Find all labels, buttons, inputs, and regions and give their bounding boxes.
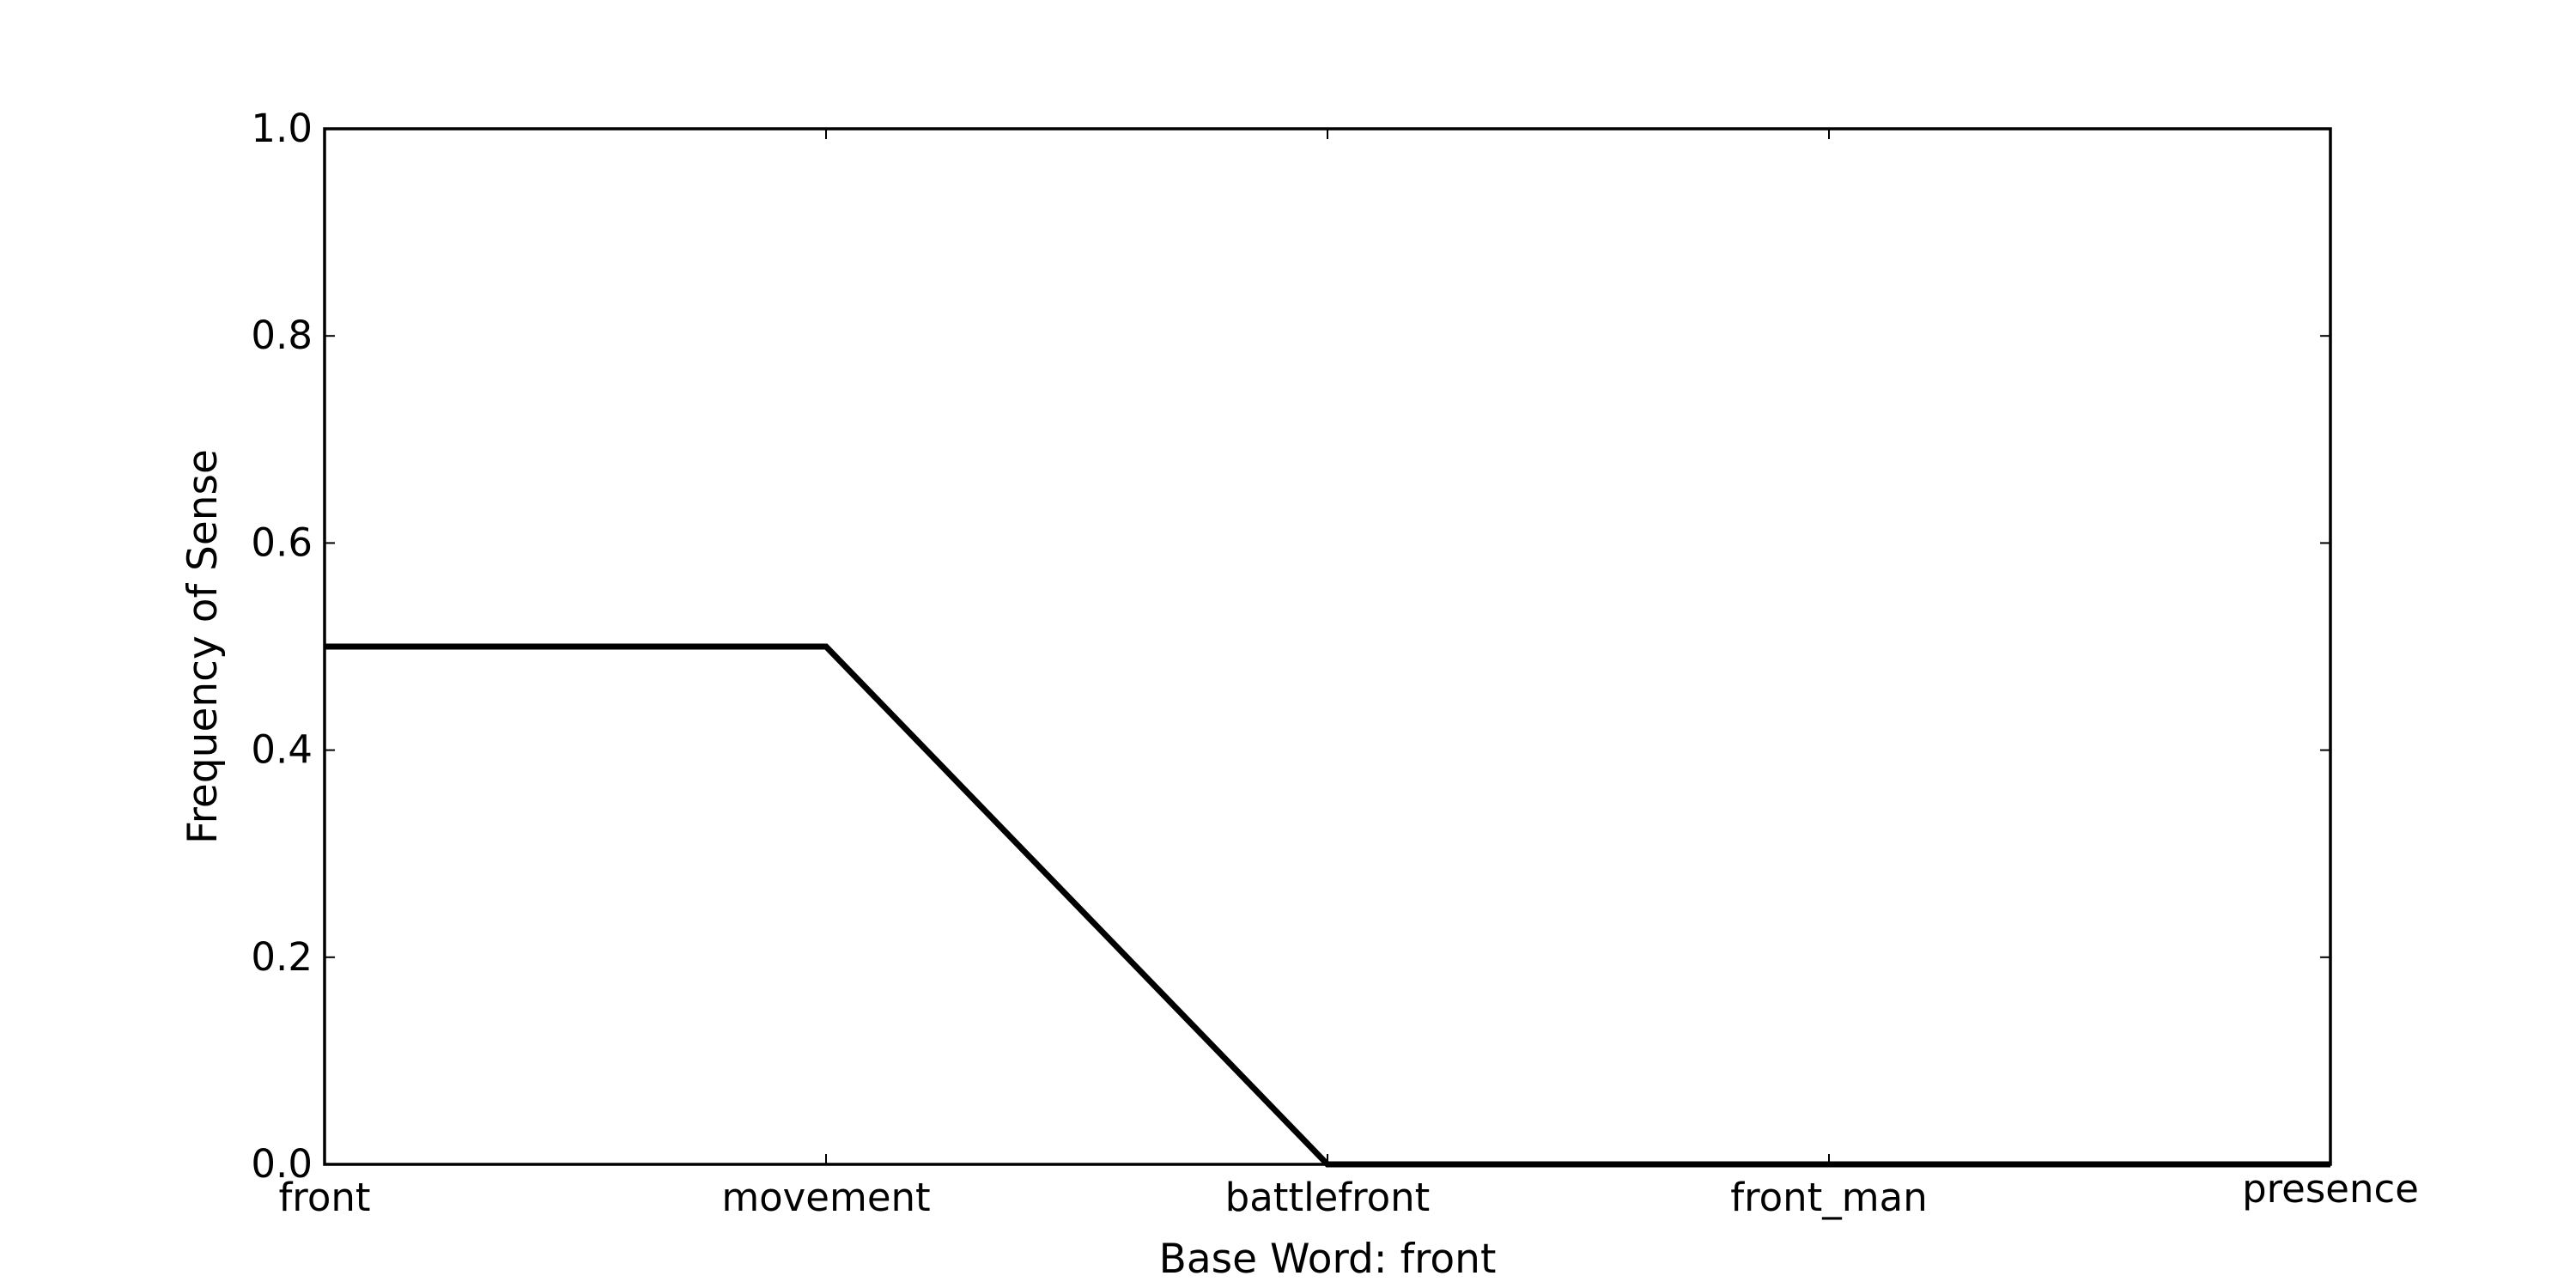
y-tick-label: 0.6	[251, 519, 313, 565]
x-tick-label: movement	[721, 1175, 930, 1220]
y-tick-label: 1.0	[251, 106, 313, 151]
y-axis-label: Frequency of Sense	[179, 449, 227, 844]
y-tick-label: 0.0	[251, 1141, 313, 1187]
x-tick-label: front	[278, 1175, 370, 1220]
y-tick-label: 0.2	[251, 934, 313, 980]
x-tick-label: battlefront	[1225, 1175, 1431, 1220]
plot-frame	[323, 127, 2332, 1166]
x-axis-label: Base Word: front	[1159, 1236, 1497, 1283]
y-tick-label: 0.4	[251, 727, 313, 773]
x-tick-label: front_man	[1730, 1175, 1927, 1220]
tick-labels: 0.0 0.2 0.4 0.6 0.8 1.0 front movement battlefro…	[251, 106, 2419, 1220]
x-tick-label: presence	[2242, 1166, 2419, 1212]
y-tick-label: 0.8	[251, 313, 313, 358]
